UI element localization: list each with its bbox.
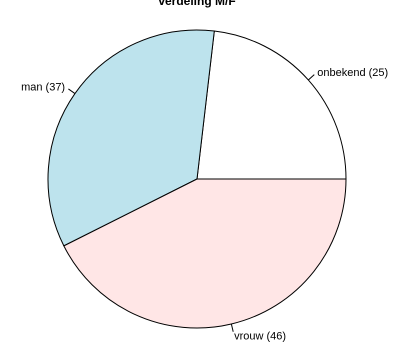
pie-label-tick-onbekend-25 — [307, 74, 315, 81]
pie-label-tick-man-37 — [68, 88, 76, 94]
pie-label-onbekend-25: onbekend (25) — [317, 67, 388, 79]
pie-labels: onbekend (25) man (37) vrouw (46) — [21, 67, 388, 343]
pie-label-man-37: man (37) — [21, 82, 65, 94]
pie-label-tick-vrouw-46 — [230, 323, 234, 332]
pie-slices — [47, 29, 347, 329]
pie-label-vrouw-46: vrouw (46) — [234, 331, 286, 343]
chart-title: verdeling M/F — [158, 0, 235, 8]
pie-slice-onbekend-25 — [196, 30, 347, 180]
